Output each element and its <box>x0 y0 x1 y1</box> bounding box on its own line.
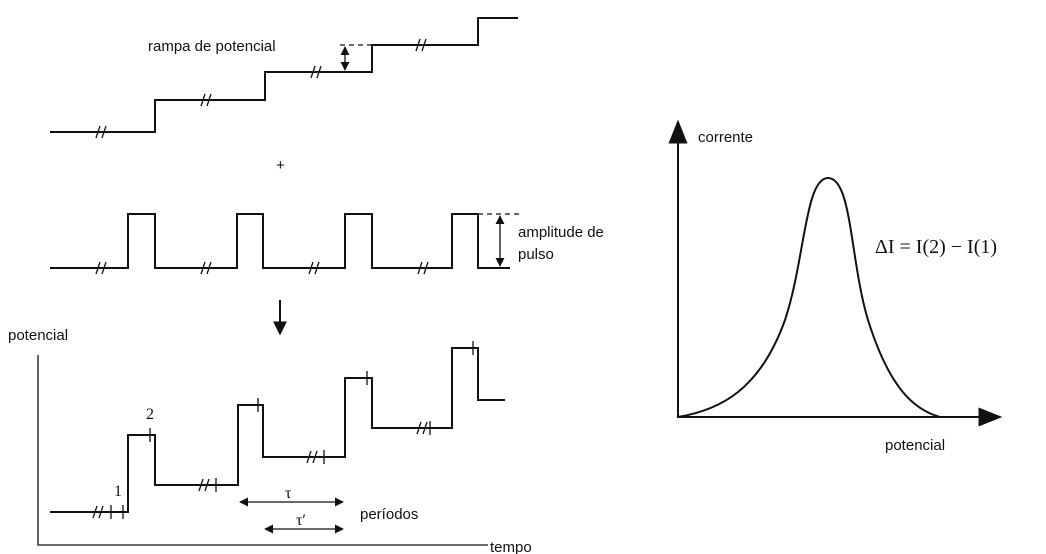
x-axis-label: tempo <box>490 539 532 554</box>
break-marks <box>95 38 427 139</box>
tick-marks <box>92 341 474 519</box>
point-label: 1 <box>114 483 122 500</box>
formula: ΔI = I(2) − I(1) <box>875 236 997 258</box>
point-label: 2 <box>146 406 154 423</box>
peak-curve <box>677 176 941 418</box>
tau-label: τ <box>285 485 292 502</box>
plus: + <box>276 157 285 174</box>
axes <box>37 355 488 546</box>
amplitude-label: pulso <box>518 246 554 263</box>
amplitude-label: amplitude de <box>518 224 604 241</box>
y-axis-label: potencial <box>8 327 68 344</box>
tau-prime-label: τ′ <box>296 512 306 529</box>
pulse-train <box>50 213 510 269</box>
break-marks <box>95 261 429 275</box>
ramp-label: rampa de potencial <box>148 38 276 55</box>
periods-label: períodos <box>360 506 418 523</box>
y-axis-label: corrente <box>698 129 753 146</box>
x-axis-label: potencial <box>885 437 945 454</box>
staircase <box>50 17 518 133</box>
